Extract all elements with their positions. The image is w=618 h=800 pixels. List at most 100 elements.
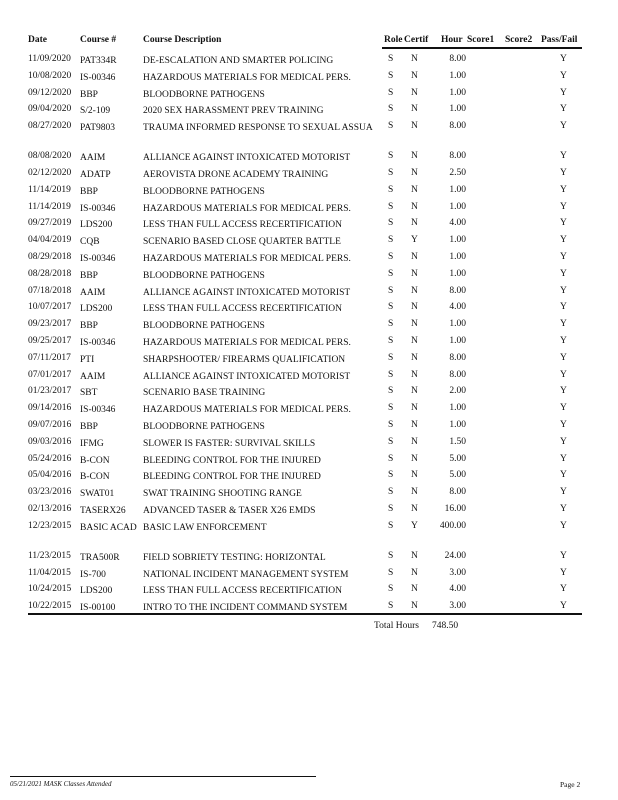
cell-date: 01/23/2017: [28, 386, 72, 397]
table-row: 02/13/2016 TASERX26 ADVANCED TASER & TASER…: [0, 504, 618, 520]
cell-course: IS-00346: [80, 254, 116, 264]
cell-pf: Y: [560, 168, 567, 178]
cell-course: TRA500R: [80, 552, 120, 563]
cell-role: S: [388, 268, 394, 279]
cell-pf: Y: [560, 352, 567, 363]
cell-course: TASERX26: [80, 506, 126, 516]
cell-desc: DE-ESCALATION AND SMARTER POLICING: [143, 56, 334, 66]
cell-course: IS-00100: [80, 603, 116, 614]
cell-role: S: [388, 352, 394, 363]
cell-date: 09/14/2016: [28, 403, 72, 414]
table-row: 04/04/2019 CQB SCENARIO BASED CLOSE QUARTE…: [0, 235, 618, 251]
cell-desc: SWAT TRAINING SHOOTING RANGE: [143, 489, 302, 500]
cell-hour: 4.00: [449, 584, 466, 595]
cell-desc: BLOODBORNE PATHOGENS: [143, 89, 265, 100]
cell-desc: BLOODBORNE PATHOGENS: [143, 270, 265, 281]
cell-pf: Y: [560, 420, 567, 430]
cell-date: 07/11/2017: [28, 352, 71, 363]
cell-course: IS-00346: [80, 338, 116, 348]
cell-date: 02/13/2016: [28, 504, 72, 514]
cell-pf: Y: [560, 121, 567, 132]
cell-hour: 1.00: [449, 87, 466, 98]
cell-date: 08/28/2018: [28, 268, 72, 279]
cell-pf: Y: [560, 87, 567, 98]
cell-course: BBP: [80, 270, 98, 281]
total-divider: [28, 613, 582, 615]
cell-date: 08/29/2018: [28, 252, 72, 262]
cell-role: S: [388, 567, 394, 578]
cell-hour: 16.00: [444, 504, 466, 514]
cell-hour: 4.00: [449, 218, 466, 229]
cell-certif: N: [411, 201, 418, 212]
cell-role: S: [388, 252, 394, 262]
cell-role: S: [388, 403, 394, 414]
cell-pf: Y: [560, 567, 567, 578]
cell-date: 09/07/2016: [28, 420, 72, 430]
cell-course: BBP: [80, 422, 98, 432]
table-row: 07/11/2017 PTI SHARPSHOOTER/ FIREARMS QUAL…: [0, 353, 618, 369]
cell-course: CQB: [80, 237, 100, 248]
cell-pf: Y: [560, 453, 567, 464]
cell-hour: 8.00: [449, 369, 466, 380]
cell-date: 03/23/2016: [28, 487, 72, 498]
cell-course: AAIM: [80, 153, 106, 164]
cell-role: S: [388, 121, 394, 132]
cell-pf: Y: [560, 151, 567, 162]
cell-hour: 8.00: [449, 121, 466, 132]
cell-pf: Y: [560, 403, 567, 414]
cell-certif: N: [411, 121, 418, 132]
cell-certif: N: [411, 252, 418, 262]
header-divider: [382, 47, 582, 49]
table-row: 08/29/2018 IS-00346 HAZARDOUS MATERIALS FO…: [0, 252, 618, 268]
cell-pf: Y: [560, 336, 567, 346]
cell-hour: 1.00: [449, 235, 466, 246]
cell-course: AAIM: [80, 371, 106, 382]
cell-desc: HAZARDOUS MATERIALS FOR MEDICAL PERS.: [143, 72, 351, 83]
cell-pf: Y: [560, 550, 567, 561]
cell-course: B-CON: [80, 472, 110, 483]
cell-course: IFMG: [80, 438, 104, 449]
cell-pf: Y: [560, 520, 567, 531]
cell-date: 04/04/2019: [28, 235, 72, 246]
cell-hour: 8.00: [449, 285, 466, 296]
cell-desc: HAZARDOUS MATERIALS FOR MEDICAL PERS.: [143, 338, 351, 348]
cell-certif: N: [411, 151, 418, 162]
cell-date: 02/12/2020: [28, 168, 72, 178]
cell-role: S: [388, 520, 394, 531]
table-row: 09/27/2019 LDS200 LESS THAN FULL ACCESS RE…: [0, 218, 618, 234]
table-row: 07/01/2017 AAIM ALLIANCE AGAINST INTOXICAT…: [0, 370, 618, 386]
cell-date: 08/27/2020: [28, 121, 72, 132]
cell-hour: 8.00: [449, 54, 466, 64]
footer-text: 05/21/2021 MASK Classes Attended: [10, 780, 112, 788]
cell-role: S: [388, 336, 394, 346]
cell-desc: SCENARIO BASE TRAINING: [143, 388, 266, 399]
cell-role: S: [388, 470, 394, 481]
cell-certif: N: [411, 369, 418, 380]
cell-desc: ALLIANCE AGAINST INTOXICATED MOTORIST: [143, 287, 351, 298]
cell-certif: N: [411, 336, 418, 346]
cell-pf: Y: [560, 218, 567, 229]
cell-desc: LESS THAN FULL ACCESS RECERTIFICATION: [143, 304, 342, 315]
cell-course: PAT9803: [80, 123, 116, 134]
cell-desc: BLOODBORNE PATHOGENS: [143, 422, 265, 432]
table-row: 05/24/2016 B-CON BLEEDING CONTROL FOR THE …: [0, 454, 618, 470]
cell-hour: 3.00: [449, 601, 466, 612]
header-date: Date: [28, 35, 47, 45]
cell-date: 08/08/2020: [28, 151, 72, 162]
cell-desc: SHARPSHOOTER/ FIREARMS QUALIFICATION: [143, 354, 346, 365]
table-row: 09/07/2016 BBP BLOODBORNE PATHOGENS S N 1.00 Y: [0, 420, 618, 436]
cell-role: S: [388, 285, 394, 296]
cell-certif: Y: [411, 520, 418, 531]
cell-desc: BLOODBORNE PATHOGENS: [143, 321, 265, 332]
cell-date: 07/18/2018: [28, 285, 72, 296]
cell-role: S: [388, 104, 394, 115]
cell-date: 07/01/2017: [28, 369, 72, 380]
cell-course: BBP: [80, 89, 98, 100]
cell-desc: ALLIANCE AGAINST INTOXICATED MOTORIST: [143, 371, 351, 382]
table-row: 11/14/2019 IS-00346 HAZARDOUS MATERIALS FO…: [0, 202, 618, 218]
cell-hour: 8.00: [449, 352, 466, 363]
cell-hour: 1.00: [449, 184, 466, 195]
table-row: 09/23/2017 BBP BLOODBORNE PATHOGENS S N 1.00 Y: [0, 319, 618, 335]
cell-certif: N: [411, 285, 418, 296]
cell-desc: ADVANCED TASER & TASER X26 EMDS: [143, 506, 316, 516]
